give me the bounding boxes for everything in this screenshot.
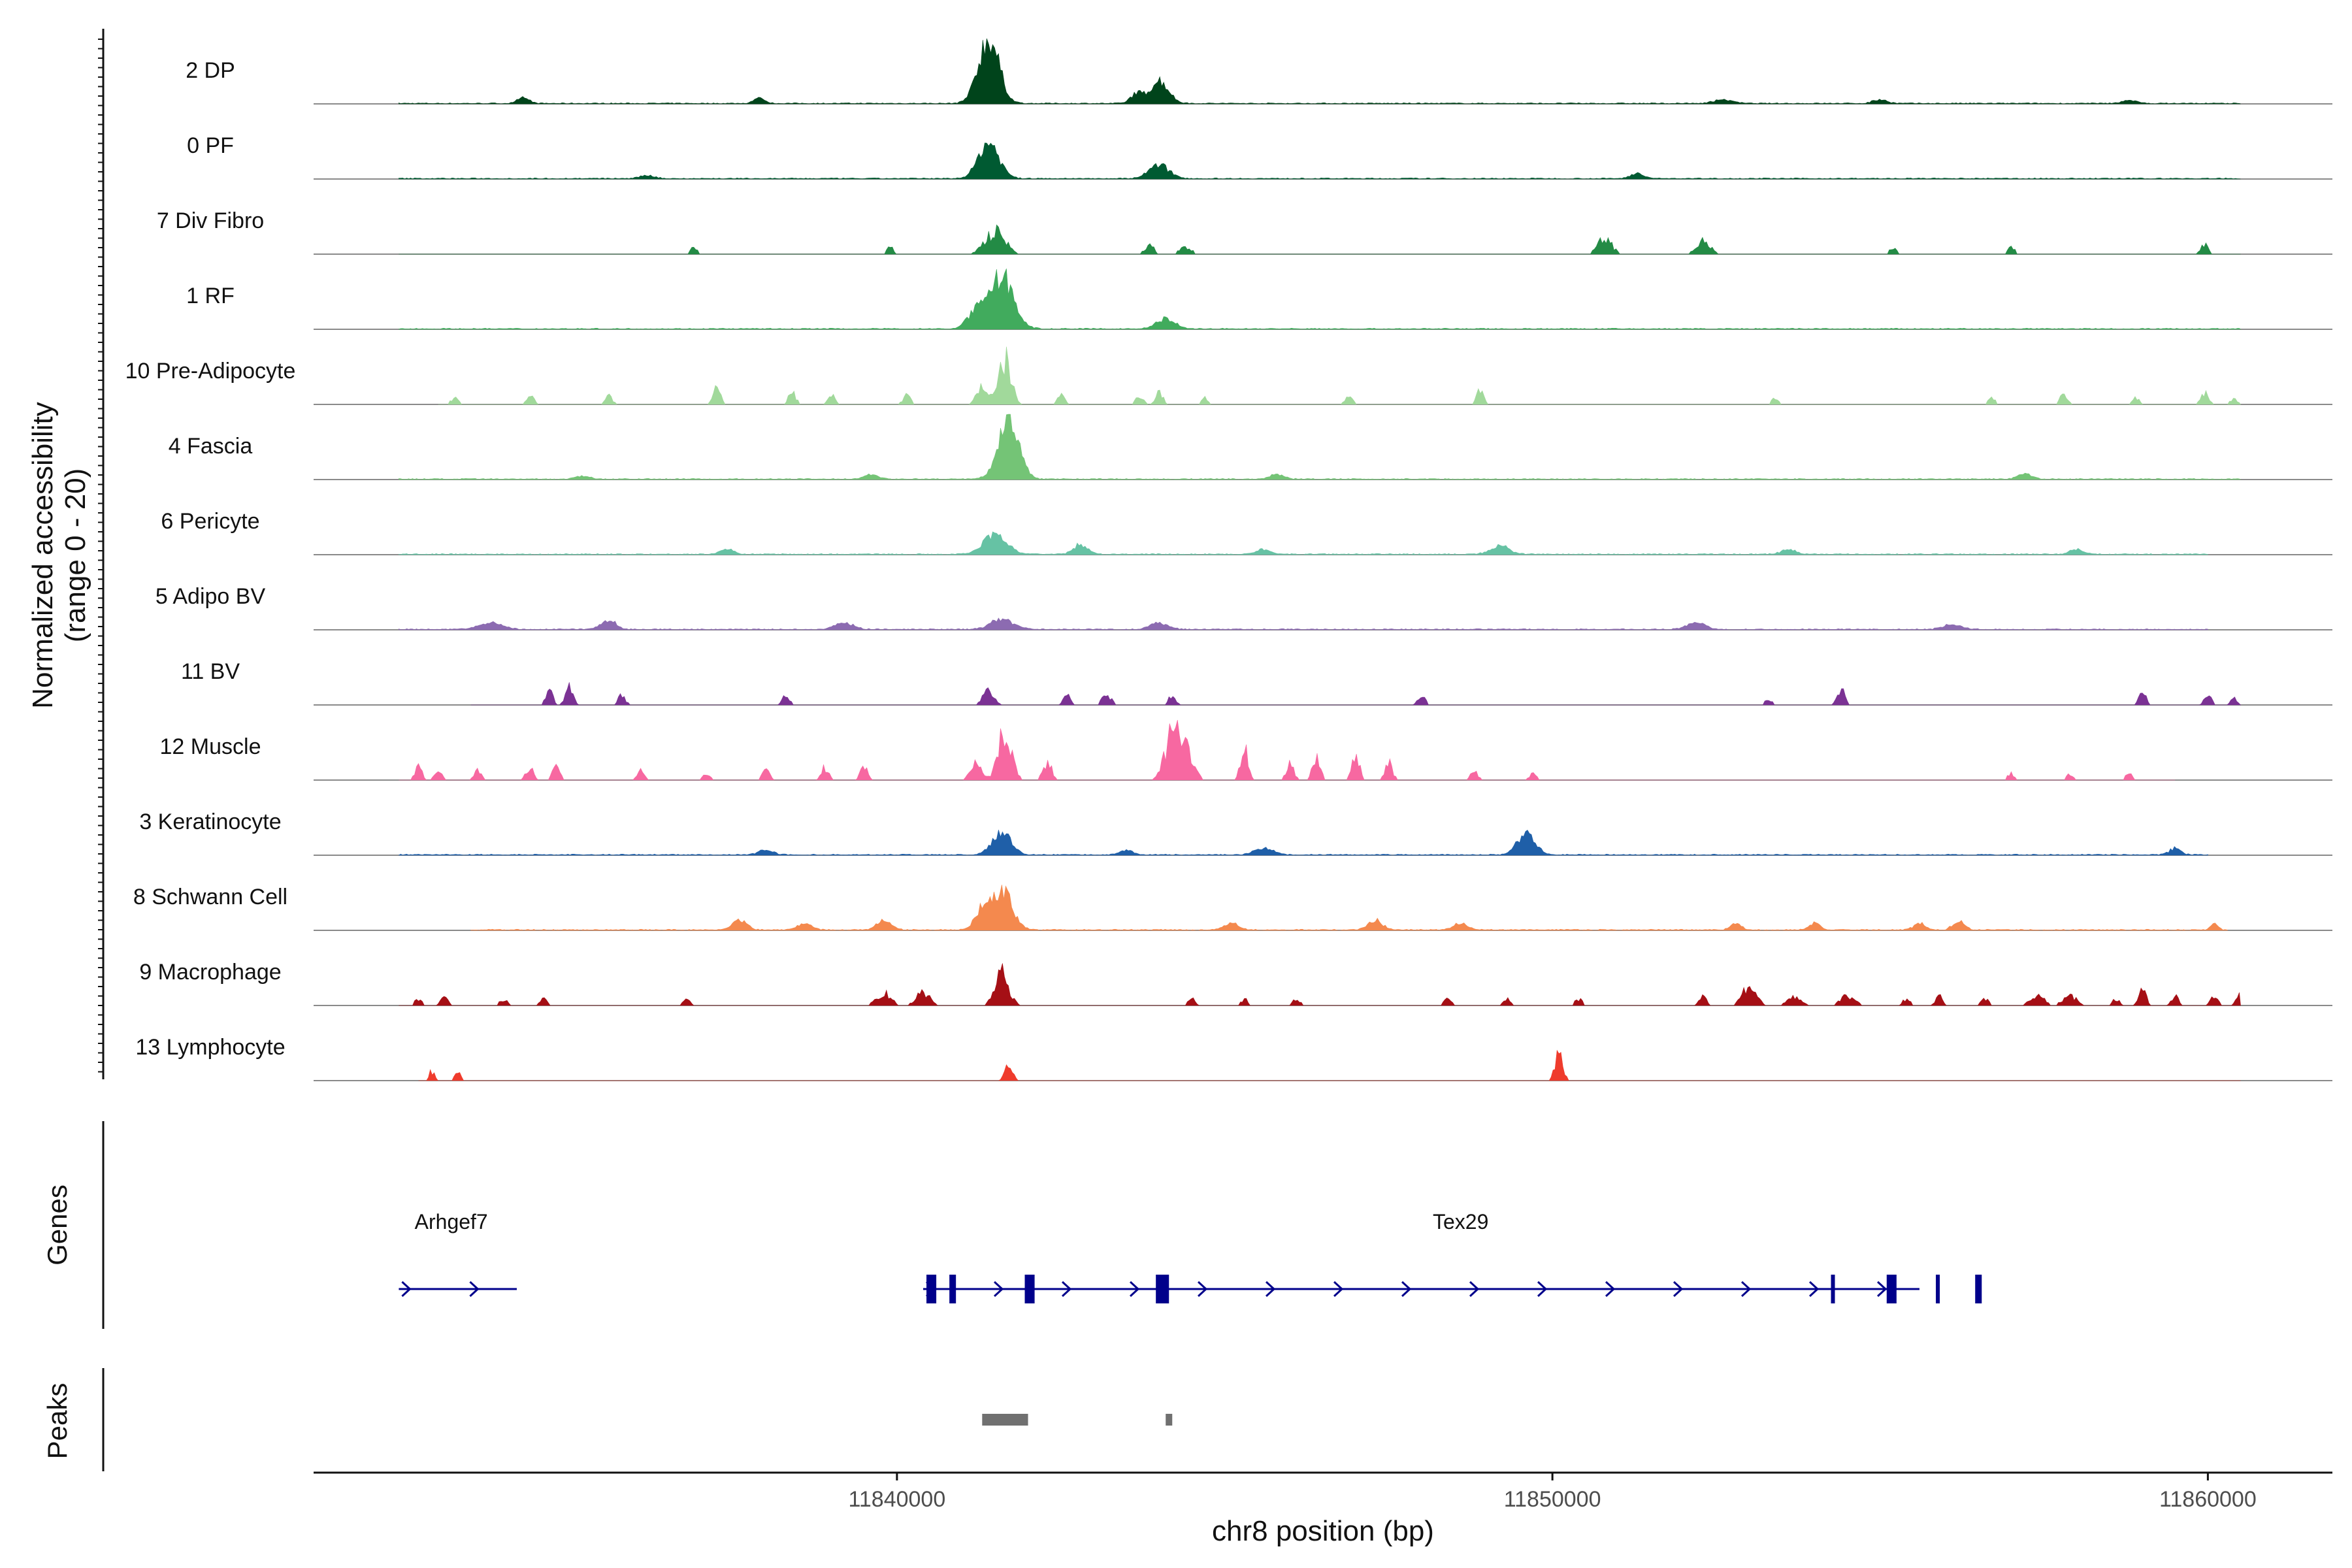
exon: [1024, 1275, 1035, 1303]
y-axis-title-line1: Normalized accessibility: [27, 402, 59, 708]
exon: [1156, 1275, 1169, 1303]
coverage-area: [399, 617, 2208, 630]
strand-arrow: [1537, 1281, 1548, 1298]
track-8: 5 Adipo BV: [155, 584, 2332, 630]
track-label: 7 Div Fibro: [157, 208, 264, 233]
strand-arrow: [1673, 1281, 1684, 1298]
track-label: 11 BV: [181, 659, 240, 684]
strand-arrow: [1062, 1281, 1072, 1298]
peaks-panel-title: Peaks: [42, 1383, 73, 1460]
strand-arrow: [1266, 1281, 1276, 1298]
track-1: 2 DP: [186, 38, 2332, 105]
track-9: 11 BV: [181, 659, 2332, 706]
track-label: 9 Macrophage: [139, 960, 281, 985]
exon: [1936, 1275, 1940, 1303]
track-label: 1 RF: [186, 284, 235, 308]
exon: [1886, 1275, 1897, 1303]
strand-arrow: [1809, 1281, 1820, 1298]
gene-arhgef7: Arhgef7: [399, 1210, 517, 1298]
track-label: 6 Pericyte: [161, 509, 259, 534]
y-axis-ticks: [98, 39, 103, 1073]
coverage-area: [399, 531, 2208, 555]
peak-region: [1166, 1414, 1173, 1426]
strand-arrow: [1741, 1281, 1752, 1298]
y-axis-title-line2: (range 0 - 20): [59, 468, 91, 643]
coverage-area: [399, 830, 2208, 856]
track-2: 0 PF: [187, 133, 2332, 180]
strand-arrow: [401, 1281, 412, 1298]
track-label: 10 Pre-Adipocyte: [125, 359, 296, 384]
coverage-area: [418, 1049, 2241, 1081]
y-axis: [98, 29, 105, 1079]
x-tick-label: 11840000: [849, 1487, 946, 1512]
track-12: 8 Schwann Cell: [133, 885, 2332, 931]
peak-track: [982, 1414, 1173, 1426]
gene-tex29: Tex29: [923, 1210, 1982, 1303]
gene-label: Tex29: [1433, 1210, 1488, 1233]
coverage-area: [399, 38, 2241, 105]
coverage-tracks: 2 DP 0 PF 7 Div Fibro 1 RF 10 Pre-Adipocyte 4…: [125, 38, 2332, 1081]
exon: [926, 1275, 937, 1303]
coverage-area: [399, 414, 2241, 480]
coverage-area: [438, 346, 2242, 405]
track-10: 12 Muscle: [160, 720, 2332, 781]
exon: [1975, 1275, 1982, 1303]
track-label: 4 Fascia: [169, 434, 253, 459]
coverage-area: [470, 885, 2229, 931]
track-label: 2 DP: [186, 58, 235, 83]
peak-region: [982, 1414, 1028, 1426]
track-label: 8 Schwann Cell: [133, 885, 287, 909]
track-label: 5 Adipo BV: [155, 584, 266, 609]
coverage-area: [399, 142, 2241, 180]
coverage-area: [399, 269, 2242, 330]
strand-arrow: [1130, 1281, 1140, 1298]
track-13: 9 Macrophage: [139, 960, 2332, 1006]
track-label: 3 Keratinocyte: [139, 809, 281, 834]
track-14: 13 Lymphocyte: [135, 1035, 2332, 1081]
coverage-area: [399, 963, 2241, 1006]
x-tick-label: 11850000: [1504, 1487, 1601, 1512]
x-tick-label: 11860000: [2159, 1487, 2257, 1512]
track-7: 6 Pericyte: [161, 509, 2332, 555]
genes-panel-title: Genes: [42, 1184, 73, 1266]
x-axis-ticks: 11840000 11850000 11860000: [849, 1473, 2257, 1512]
strand-arrow: [1469, 1281, 1480, 1298]
track-5: 10 Pre-Adipocyte: [125, 346, 2332, 405]
strand-arrow: [1198, 1281, 1208, 1298]
track-6: 4 Fascia: [169, 414, 2332, 480]
exon: [1831, 1275, 1835, 1303]
coverage-area: [399, 224, 2241, 255]
strand-arrow: [1401, 1281, 1412, 1298]
track-label: 12 Muscle: [160, 734, 261, 759]
track-4: 1 RF: [186, 269, 2332, 330]
x-axis-title: chr8 position (bp): [1212, 1515, 1434, 1547]
track-11: 3 Keratinocyte: [139, 809, 2332, 856]
coverage-area: [399, 720, 2176, 781]
track-label: 0 PF: [187, 133, 234, 158]
track-label: 13 Lymphocyte: [135, 1035, 285, 1060]
track-3: 7 Div Fibro: [157, 208, 2332, 255]
strand-arrow: [1605, 1281, 1616, 1298]
gene-label: Arhgef7: [415, 1210, 488, 1233]
strand-arrow: [1877, 1281, 1887, 1298]
coverage-area: [470, 682, 2242, 706]
strand-arrow: [994, 1281, 1004, 1298]
strand-arrow: [1333, 1281, 1344, 1298]
strand-arrow: [469, 1281, 480, 1298]
exon: [949, 1275, 956, 1303]
gene-track: Arhgef7 Tex29: [399, 1210, 1982, 1303]
